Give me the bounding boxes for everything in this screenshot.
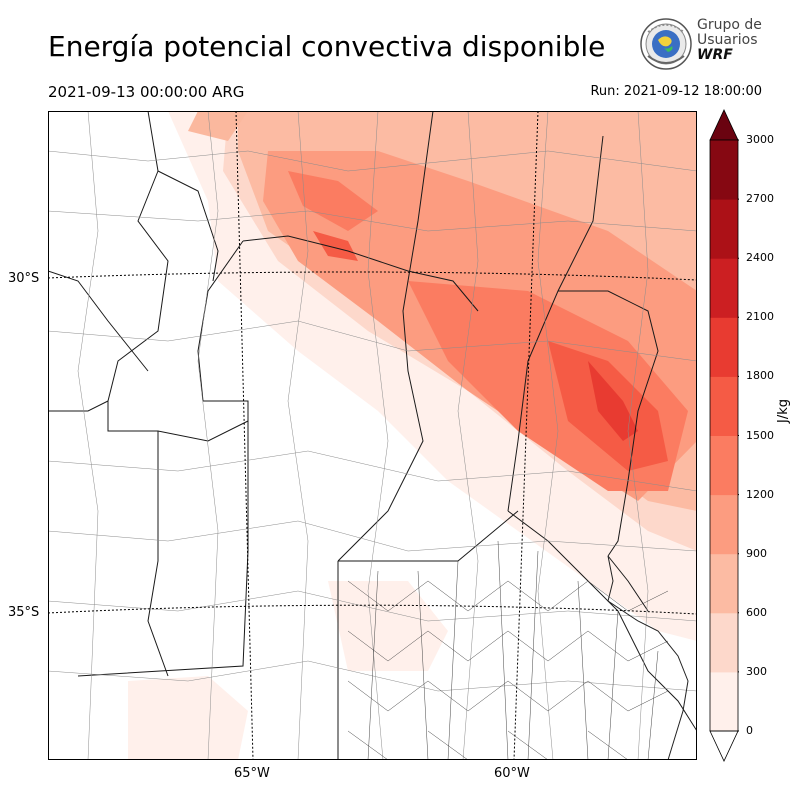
colorbar-tick-label: 0: [746, 724, 753, 737]
boundaries: [48, 111, 697, 760]
colorbar-bin: [710, 199, 738, 259]
lon-label-60w: 60°W: [494, 766, 530, 781]
colorbar-tick-label: 2700: [746, 192, 774, 206]
map-title: Energía potencial convectiva disponible: [48, 30, 606, 63]
logo-line-2: Usuarios: [697, 32, 758, 48]
cape-map: [48, 111, 697, 760]
colorbar-bin: [710, 435, 738, 496]
logo-line-3: WRF: [697, 47, 733, 63]
colorbar-tick-label: 300: [746, 664, 767, 678]
map-canvas: [48, 111, 697, 760]
colorbar-graphic: [709, 109, 739, 762]
globe-emblem-icon: [640, 18, 692, 70]
colorbar-tick-label: 900: [746, 546, 767, 560]
colorbar-bin: [710, 612, 738, 673]
colorbar-bin: [710, 258, 738, 318]
colorbar-bin: [710, 553, 738, 614]
colorbar-extend-max: [709, 109, 739, 141]
colorbar-bin: [710, 140, 738, 200]
colorbar-unit: J/kg: [776, 399, 791, 423]
lon-label-65w: 65°W: [234, 766, 270, 781]
colorbar-bin: [710, 317, 738, 377]
colorbar-tick-label: 2400: [746, 251, 774, 265]
graticule: [48, 111, 697, 760]
colorbar-tick-label: 3000: [746, 133, 774, 146]
colorbar-tick-label: 1200: [746, 487, 774, 501]
colorbar-bin: [710, 671, 738, 732]
colorbar: [709, 108, 739, 764]
colorbar-tick-label: 1500: [746, 428, 774, 442]
logo: Grupo de Usuarios WRF: [638, 16, 762, 74]
colorbar-tick-label: 1800: [746, 369, 774, 383]
colorbar-tick-label: 2100: [746, 310, 774, 324]
lat-label-30s: 30°S: [8, 271, 40, 286]
department-lines: [48, 111, 697, 760]
cape-contours: [128, 111, 697, 760]
coastline: [607, 555, 689, 760]
colorbar-tick-label: 600: [746, 605, 767, 619]
colorbar-bin: [710, 376, 738, 436]
colorbar-bin: [710, 494, 738, 555]
logo-line-1: Grupo de: [697, 17, 762, 33]
run-time: Run: 2021-09-12 18:00:00: [590, 84, 762, 99]
dense-partidos: [347, 540, 669, 760]
colorbar-extend-min: [709, 730, 739, 762]
valid-time: 2021-09-13 00:00:00 ARG: [48, 83, 245, 101]
lat-label-35s: 35°S: [8, 605, 40, 620]
